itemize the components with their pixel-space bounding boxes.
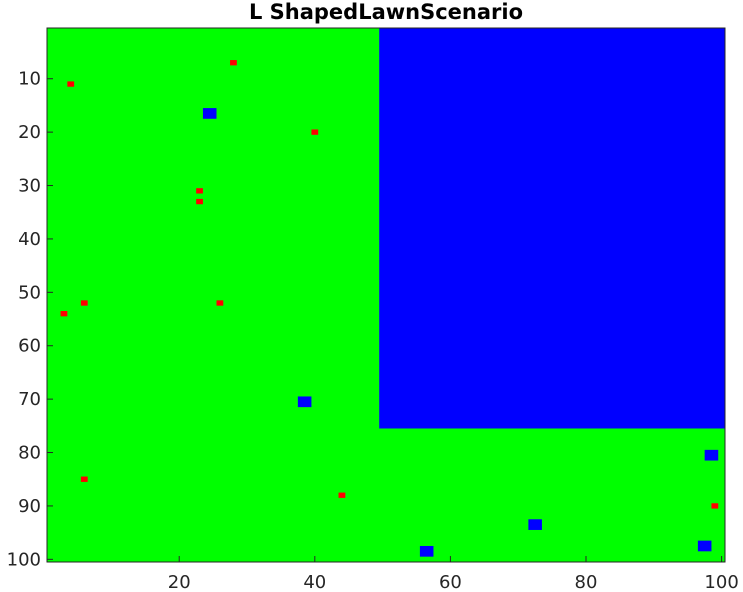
chart-title: L ShapedLawnScenario (249, 0, 523, 24)
y-tick-label: 10 (18, 69, 41, 90)
y-tick-label: 80 (18, 443, 41, 464)
marker-cell (338, 492, 346, 498)
marker-cell (196, 198, 203, 205)
x-axis: 20 40 60 80 100 (168, 556, 739, 592)
marker-cell (711, 503, 719, 509)
y-axis: 10 20 30 40 50 60 70 80 90 100 (7, 69, 53, 570)
y-tick-label: 30 (18, 176, 41, 197)
plot-area (47, 28, 725, 562)
y-tick-label: 20 (18, 122, 41, 143)
marker-cell (60, 311, 68, 317)
x-tick-label: 100 (704, 572, 738, 592)
marker-cell (80, 476, 88, 482)
obstacle-square (528, 519, 542, 530)
marker-cell (311, 129, 319, 135)
marker-cell (216, 300, 224, 306)
y-tick-label: 70 (18, 389, 41, 410)
blocked-region (379, 28, 725, 429)
obstacle-square (419, 545, 434, 557)
marker-cell (230, 60, 237, 66)
x-tick-label: 40 (303, 572, 326, 592)
y-tick-label: 100 (7, 549, 41, 570)
axes-box (46, 27, 726, 563)
marker-cell (196, 188, 203, 194)
obstacle-square (697, 540, 712, 552)
marker-cell (67, 81, 75, 87)
obstacle-square (297, 396, 312, 408)
y-tick-label: 50 (18, 282, 41, 303)
y-tick-label: 90 (18, 496, 41, 517)
x-tick-label: 60 (439, 572, 462, 592)
marker-cell (80, 300, 88, 306)
y-tick-label: 60 (18, 336, 41, 357)
y-tick-label: 40 (18, 229, 41, 250)
x-tick-label: 80 (575, 572, 598, 592)
obstacle-square (202, 108, 217, 119)
obstacle-square (704, 449, 719, 461)
x-tick-label: 20 (168, 572, 191, 592)
